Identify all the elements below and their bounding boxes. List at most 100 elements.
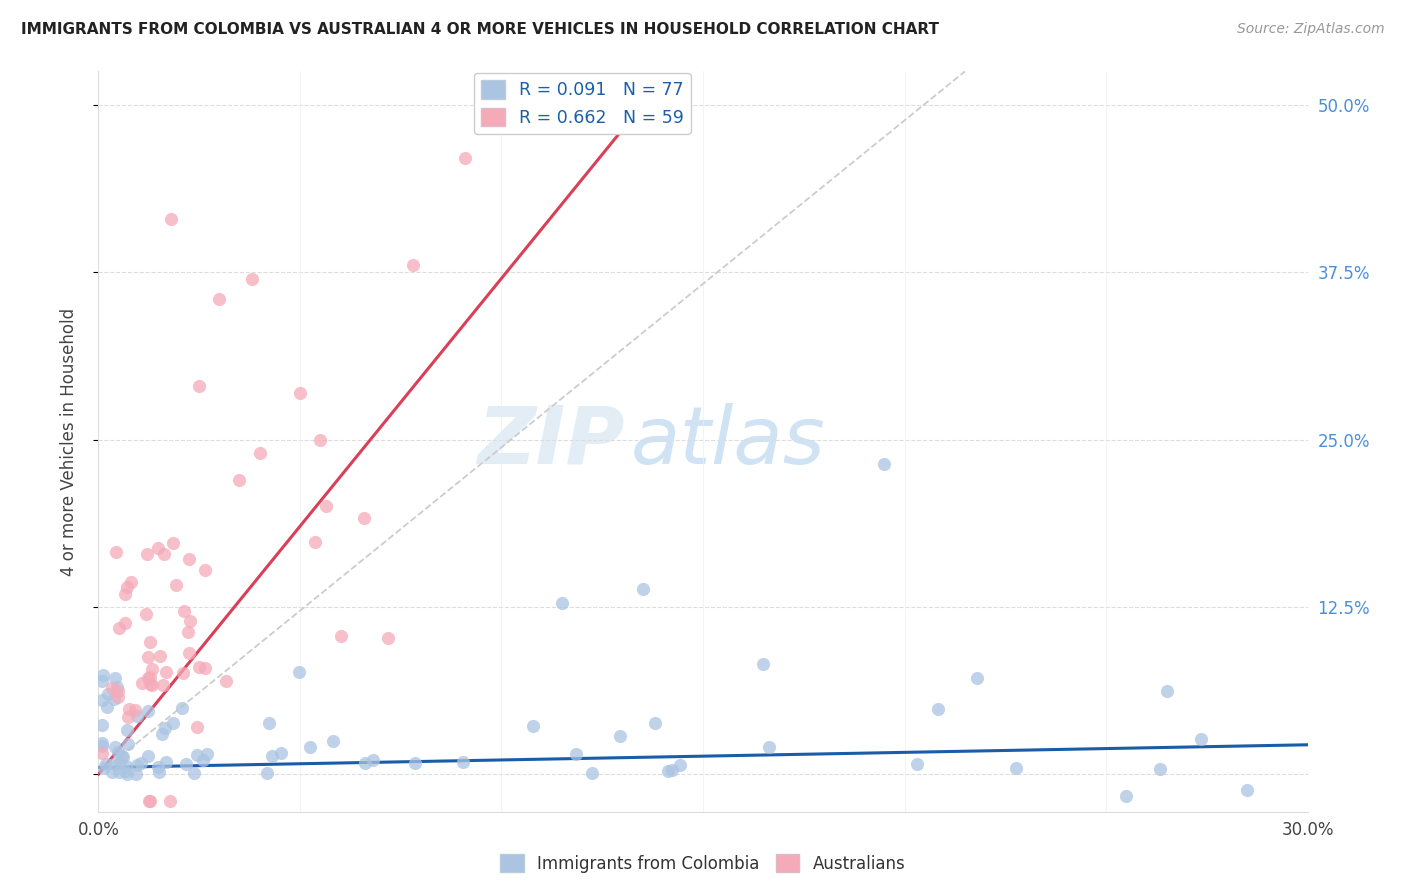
Point bbox=[155, 755, 177, 769]
Point bbox=[100, 765, 122, 780]
Text: ZIP: ZIP bbox=[477, 402, 624, 481]
Point bbox=[354, 756, 377, 771]
Y-axis label: 4 or more Vehicles in Household: 4 or more Vehicles in Household bbox=[59, 308, 77, 575]
Point bbox=[657, 764, 679, 778]
Point bbox=[177, 624, 200, 639]
Point bbox=[136, 650, 159, 665]
Point bbox=[309, 433, 332, 447]
Point bbox=[118, 702, 141, 716]
Point bbox=[112, 750, 135, 764]
Point bbox=[105, 680, 128, 694]
Point bbox=[103, 757, 125, 772]
Point bbox=[138, 794, 160, 808]
Point bbox=[172, 701, 194, 715]
Point bbox=[139, 677, 162, 691]
Point bbox=[141, 678, 163, 692]
Point bbox=[179, 614, 201, 628]
Point bbox=[609, 730, 631, 744]
Point bbox=[298, 739, 321, 754]
Point bbox=[172, 666, 194, 681]
Point bbox=[155, 665, 177, 679]
Point bbox=[125, 757, 148, 772]
Point bbox=[135, 607, 157, 622]
Point bbox=[195, 747, 218, 761]
Point bbox=[148, 765, 170, 780]
Point bbox=[377, 631, 399, 645]
Point bbox=[138, 748, 160, 763]
Point bbox=[91, 736, 114, 750]
Point bbox=[752, 657, 775, 672]
Point bbox=[108, 621, 131, 635]
Text: Source: ZipAtlas.com: Source: ZipAtlas.com bbox=[1237, 22, 1385, 37]
Point bbox=[179, 552, 201, 566]
Point bbox=[288, 665, 311, 680]
Point bbox=[270, 746, 292, 760]
Point bbox=[194, 562, 217, 576]
Point bbox=[124, 703, 146, 717]
Text: atlas: atlas bbox=[630, 402, 825, 481]
Legend: R = 0.091   N = 77, R = 0.662   N = 59: R = 0.091 N = 77, R = 0.662 N = 59 bbox=[474, 72, 690, 134]
Point bbox=[91, 673, 114, 688]
Point bbox=[162, 536, 184, 550]
Point bbox=[644, 716, 666, 731]
Point bbox=[186, 720, 208, 734]
Point bbox=[186, 748, 208, 763]
Point bbox=[249, 446, 271, 460]
Point bbox=[114, 616, 136, 631]
Point bbox=[193, 753, 215, 767]
Legend: Immigrants from Colombia, Australians: Immigrants from Colombia, Australians bbox=[494, 847, 912, 880]
Point bbox=[107, 690, 129, 704]
Point bbox=[668, 757, 690, 772]
Point bbox=[117, 737, 139, 751]
Point bbox=[522, 718, 544, 732]
Point bbox=[353, 510, 375, 524]
Point bbox=[125, 767, 148, 781]
Point bbox=[97, 687, 120, 701]
Point bbox=[1236, 783, 1258, 797]
Point bbox=[115, 723, 138, 737]
Point bbox=[120, 575, 142, 590]
Point bbox=[139, 794, 162, 808]
Point bbox=[153, 547, 176, 561]
Point bbox=[905, 757, 928, 772]
Point bbox=[451, 755, 474, 769]
Point bbox=[228, 473, 250, 487]
Point bbox=[240, 272, 263, 286]
Point bbox=[110, 756, 132, 770]
Point bbox=[402, 259, 425, 273]
Point bbox=[927, 702, 949, 716]
Point bbox=[91, 746, 114, 760]
Point bbox=[256, 766, 278, 780]
Point bbox=[215, 674, 238, 689]
Point bbox=[107, 684, 129, 698]
Point bbox=[551, 596, 574, 610]
Point bbox=[177, 647, 200, 661]
Point bbox=[150, 727, 173, 741]
Point bbox=[631, 582, 654, 597]
Point bbox=[404, 756, 426, 770]
Point bbox=[152, 677, 174, 691]
Point bbox=[108, 765, 131, 780]
Point bbox=[146, 759, 169, 773]
Point bbox=[91, 739, 114, 753]
Point bbox=[173, 604, 195, 618]
Point bbox=[288, 385, 311, 400]
Point bbox=[188, 379, 211, 393]
Point bbox=[138, 670, 160, 684]
Point bbox=[194, 661, 217, 675]
Point bbox=[162, 715, 184, 730]
Point bbox=[454, 152, 477, 166]
Point bbox=[661, 763, 683, 777]
Point bbox=[103, 692, 125, 706]
Point bbox=[105, 545, 128, 559]
Point bbox=[135, 548, 157, 562]
Point bbox=[257, 716, 280, 731]
Point bbox=[174, 757, 197, 772]
Point bbox=[131, 676, 153, 690]
Point bbox=[136, 704, 159, 718]
Point bbox=[146, 541, 169, 555]
Point bbox=[159, 794, 181, 808]
Point bbox=[138, 635, 160, 649]
Point bbox=[153, 722, 176, 736]
Point bbox=[107, 745, 129, 759]
